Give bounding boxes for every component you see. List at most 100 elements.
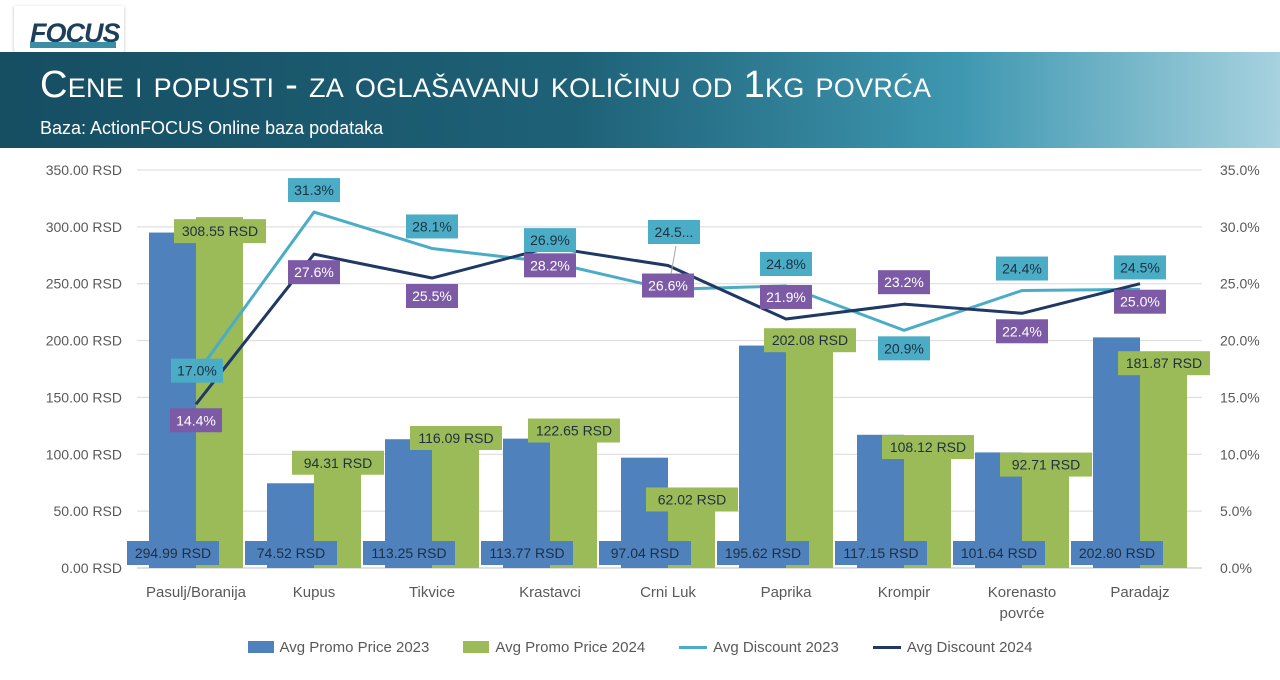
- bar-label-promo-2024: 108.12 RSD: [890, 439, 966, 455]
- y-right-tick-label: 30.0%: [1220, 219, 1260, 235]
- x-tick-label: povrće: [999, 605, 1044, 622]
- page-title: Cene i popusti - za oglašavanu količinu …: [40, 64, 932, 106]
- x-tick-label: Crni Luk: [640, 584, 696, 601]
- x-tick-label: Korenasto: [988, 584, 1056, 601]
- line-label-discount-2023: 24.5%: [1120, 259, 1160, 275]
- line-label-discount-2023-box: [1114, 255, 1166, 280]
- bar-label-promo-2023-box: [953, 541, 1045, 565]
- bar-label-promo-2024-box: [410, 425, 502, 450]
- x-tick-label: Paradajz: [1110, 584, 1169, 601]
- legend-item-discount-2024: Avg Discount 2024: [872, 639, 1032, 656]
- bar-label-promo-2023: 195.62 RSD: [725, 545, 801, 561]
- bar-promo-2024: [786, 338, 833, 568]
- y-right-tick-label: 15.0%: [1220, 389, 1260, 405]
- line-label-discount-2024: 22.4%: [1002, 323, 1042, 339]
- y-right-tick-label: 5.0%: [1220, 503, 1252, 519]
- y-right-tick-label: 10.0%: [1220, 446, 1260, 462]
- line-label-discount-2024-box: [996, 319, 1048, 344]
- bar-label-promo-2023-box: [1071, 541, 1163, 565]
- y-left-tick-label: 200.00 RSD: [46, 333, 122, 349]
- y-left-tick-label: 100.00 RSD: [46, 446, 122, 462]
- legend-swatch-promo-2024: [463, 641, 490, 653]
- line-label-discount-2023: 26.9%: [530, 232, 570, 248]
- bar-label-promo-2023: 74.52 RSD: [257, 545, 325, 561]
- bar-label-promo-2023-box: [245, 541, 337, 565]
- line-label-discount-2023-box: [648, 220, 700, 244]
- line-label-discount-2023: 28.1%: [412, 218, 452, 234]
- line-label-discount-2024: 27.6%: [294, 264, 334, 280]
- line-label-discount-2024: 26.6%: [648, 278, 688, 294]
- page-subtitle: Baza: ActionFOCUS Online baza podataka: [40, 118, 384, 138]
- bar-promo-2023: [1093, 337, 1140, 568]
- bar-label-promo-2023-box: [599, 541, 691, 565]
- y-right-tick-label: 25.0%: [1220, 276, 1260, 292]
- bar-label-promo-2024-box: [292, 450, 384, 475]
- legend-label-discount-2023: Avg Discount 2023: [713, 638, 839, 656]
- chart: 0.00 RSD 0.0% 50.00 RSD 5.0% 100.00 RSD 10.0%…: [46, 162, 1260, 622]
- bar-label-promo-2023-box: [835, 541, 927, 565]
- bar-label-promo-2024-box: [646, 487, 738, 512]
- logo-area: [0, 0, 1280, 52]
- legend-swatch-discount-2024: [872, 645, 901, 649]
- line-label-discount-2023: 31.3%: [294, 182, 334, 198]
- line-label-discount-2024-box: [642, 273, 694, 298]
- line-label-discount-2024: 28.2%: [530, 257, 570, 273]
- x-tick-label: Kupus: [293, 584, 336, 601]
- line-label-discount-2023: 17.0%: [177, 363, 217, 379]
- bar-promo-2024: [1140, 361, 1187, 568]
- bar-label-promo-2023-box: [127, 541, 219, 565]
- bar-label-promo-2023-box: [717, 541, 809, 565]
- legend-item-promo-2023: Avg Promo Price 2023: [247, 639, 429, 656]
- bar-label-promo-2024: 202.08 RSD: [772, 332, 848, 348]
- bar-label-promo-2023: 97.04 RSD: [611, 545, 679, 561]
- line-label-discount-2024-box: [170, 408, 222, 433]
- title-banner: [0, 52, 1280, 148]
- bar-label-promo-2024: 94.31 RSD: [304, 455, 372, 471]
- bar-label-promo-2024-box: [764, 328, 856, 353]
- bar-promo-2023: [739, 345, 786, 568]
- y-left-tick-label: 350.00 RSD: [46, 162, 122, 178]
- line-label-discount-2024-box: [760, 284, 812, 309]
- bar-label-promo-2024: 116.09 RSD: [418, 430, 493, 446]
- line-discount-2024: [194, 245, 1141, 406]
- x-tick-label: Tikvice: [409, 584, 455, 601]
- y-left-tick-label: 250.00 RSD: [46, 276, 122, 292]
- legend-item-discount-2023: Avg Discount 2023: [679, 639, 839, 656]
- x-tick-label: Krastavci: [519, 584, 581, 601]
- bar-label-promo-2023: 113.25 RSD: [371, 545, 446, 561]
- line-label-discount-2023-box: [878, 336, 930, 361]
- line-label-discount-2024-box: [406, 284, 458, 309]
- line-label-discount-2024: 23.2%: [884, 274, 924, 290]
- bar-label-promo-2023-box: [363, 541, 455, 565]
- x-tick-label: Pasulj/Boranija: [146, 584, 247, 601]
- bar-label-promo-2023: 294.99 RSD: [135, 545, 211, 561]
- y-left-tick-label: 300.00 RSD: [46, 219, 122, 235]
- bar-label-promo-2024-box: [882, 435, 974, 460]
- line-label-discount-2024: 25.0%: [1120, 294, 1160, 310]
- line-label-discount-2023-box: [288, 178, 340, 203]
- bar-label-promo-2024: 181.87 RSD: [1126, 355, 1202, 371]
- x-tick-label: Krompir: [878, 584, 931, 601]
- line-label-discount-2024: 21.9%: [766, 289, 806, 305]
- legend-label-promo-2024: Avg Promo Price 2024: [495, 638, 646, 656]
- line-label-discount-2023-box: [524, 228, 576, 253]
- line-label-discount-2024: 25.5%: [412, 288, 452, 304]
- legend-swatch-promo-2023: [247, 641, 274, 653]
- line-label-discount-2024: 14.4%: [176, 412, 216, 428]
- line-label-discount-2023: 24.5...: [655, 224, 694, 240]
- line-label-discount-2023: 20.9%: [884, 340, 924, 356]
- line-label-discount-2024-box: [1114, 289, 1166, 314]
- x-tick-label: Paprika: [761, 584, 813, 601]
- line-label-discount-2023-box: [171, 358, 223, 383]
- y-right-tick-label: 0.0%: [1220, 560, 1252, 576]
- y-left-tick-label: 50.00 RSD: [54, 503, 122, 519]
- bar-promo-2023: [149, 232, 196, 568]
- bar-label-promo-2023: 113.77 RSD: [489, 545, 564, 561]
- legend-item-promo-2024: Avg Promo Price 2024: [463, 639, 645, 656]
- y-right-tick-label: 35.0%: [1220, 162, 1260, 178]
- bar-promo-2024: [196, 217, 243, 568]
- line-label-discount-2023-box: [760, 251, 812, 276]
- legend-swatch-discount-2023: [679, 645, 708, 649]
- line-label-discount-2023-box: [996, 256, 1048, 281]
- bar-label-promo-2023: 117.15 RSD: [843, 545, 918, 561]
